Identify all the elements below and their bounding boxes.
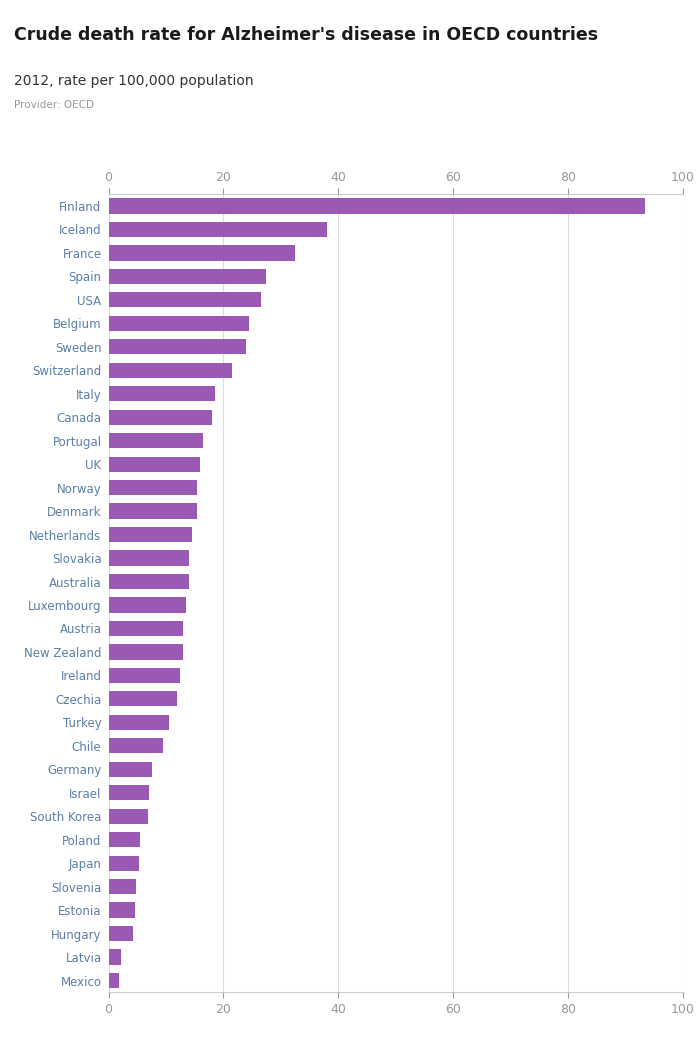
Bar [108,973,119,988]
Bar [108,410,212,425]
Bar [108,222,327,237]
Bar [108,457,200,471]
Bar [108,386,215,401]
Bar [108,316,249,331]
Bar [108,668,181,682]
Bar [108,691,177,707]
Bar [108,292,260,308]
Bar [108,856,139,870]
Text: Crude death rate for Alzheimer's disease in OECD countries: Crude death rate for Alzheimer's disease… [14,26,598,44]
Bar [108,480,197,496]
Bar [108,738,163,754]
Bar [108,198,645,213]
Bar [108,433,203,448]
Bar [108,785,148,800]
Bar [108,269,266,284]
Bar [108,621,183,636]
Bar [108,949,121,965]
Bar [108,574,189,589]
Bar [108,879,136,895]
Bar [108,550,189,566]
Text: figure.nz: figure.nz [581,26,662,41]
Bar [108,645,183,659]
Bar [108,832,140,847]
Text: 2012, rate per 100,000 population: 2012, rate per 100,000 population [14,74,253,87]
Bar [108,761,152,777]
Text: Provider: OECD: Provider: OECD [14,100,94,110]
Bar [108,902,135,918]
Bar [108,362,232,378]
Bar [108,339,246,355]
Bar [108,715,169,730]
Bar [108,597,186,612]
Bar [108,503,197,519]
Bar [108,527,192,542]
Bar [108,926,132,941]
Bar [108,246,295,260]
Bar [108,808,148,824]
